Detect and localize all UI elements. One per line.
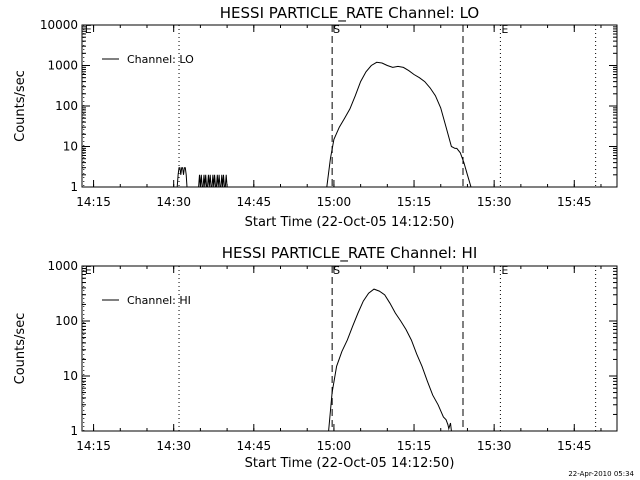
chart-2-ytick-label: 1000 xyxy=(47,259,78,273)
chart-2-marker-label: E xyxy=(85,264,92,277)
chart-1-marker-label: E xyxy=(85,23,92,36)
chart-1-ytick-label: 1 xyxy=(70,180,78,194)
chart-1-series-line xyxy=(326,61,472,188)
chart-2-series-line xyxy=(328,288,452,432)
chart-2-marker-label: E xyxy=(501,264,508,277)
chart-1-xtick-label: 15:15 xyxy=(397,195,432,209)
chart-2-xtick-label: 15:45 xyxy=(557,439,592,453)
chart-1-legend-label: Channel: LO xyxy=(127,53,194,66)
chart-1-xtick-label: 14:15 xyxy=(76,195,111,209)
chart-2-ytick-label: 100 xyxy=(55,314,78,328)
chart-1-xtick-label: 15:00 xyxy=(317,195,352,209)
chart-2-xtick-label: 14:30 xyxy=(156,439,191,453)
chart-1-title: HESSI PARTICLE_RATE Channel: LO xyxy=(220,4,479,23)
chart-1-frame xyxy=(81,24,618,188)
chart-2-xtick-label: 14:45 xyxy=(237,439,272,453)
chart-2-marker-label: S xyxy=(333,264,340,277)
chart-2-ytick-label: 10 xyxy=(63,369,78,383)
chart-2-xlabel: Start Time (22-Oct-05 14:12:50) xyxy=(245,456,455,471)
chart-2-frame xyxy=(81,265,618,432)
chart-1-marker-label: E xyxy=(501,23,508,36)
chart-2-ylabel: Counts/sec xyxy=(13,313,28,385)
chart-2-title: HESSI PARTICLE_RATE Channel: HI xyxy=(222,244,478,263)
chart-2-xtick-label: 15:00 xyxy=(317,439,352,453)
plot-timestamp: 22-Apr-2010 05:34 xyxy=(568,470,634,478)
chart-1-ytick-label: 10 xyxy=(63,140,78,154)
chart-2-xtick-label: 14:15 xyxy=(76,439,111,453)
chart-2-xtick-label: 15:30 xyxy=(477,439,512,453)
chart-1-ylabel: Counts/sec xyxy=(13,70,28,142)
chart-1-xlabel: Start Time (22-Oct-05 14:12:50) xyxy=(245,215,455,230)
chart-2-ytick-label: 1 xyxy=(70,424,78,438)
chart-2-xtick-label: 15:15 xyxy=(397,439,432,453)
chart-1-ytick-label: 10000 xyxy=(40,18,78,32)
chart-1-xtick-label: 14:45 xyxy=(237,195,272,209)
chart-1-marker-label: S xyxy=(333,23,340,36)
chart-2-legend-label: Channel: HI xyxy=(127,294,191,307)
chart-1-series-line xyxy=(176,167,228,188)
chart-1-xtick-label: 14:30 xyxy=(156,195,191,209)
chart-1-xtick-label: 15:30 xyxy=(477,195,512,209)
chart-1-ytick-label: 1000 xyxy=(47,59,78,73)
chart-1-ytick-label: 100 xyxy=(55,99,78,113)
chart-1-xtick-label: 15:45 xyxy=(557,195,592,209)
